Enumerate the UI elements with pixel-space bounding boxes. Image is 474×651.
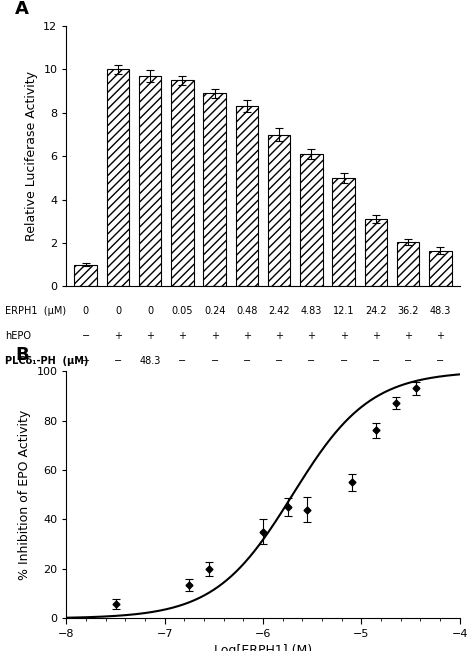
- Text: +: +: [211, 331, 219, 341]
- Text: 36.2: 36.2: [397, 306, 419, 316]
- Y-axis label: % Inhibition of EPO Activity: % Inhibition of EPO Activity: [18, 409, 31, 580]
- Bar: [429, 251, 452, 286]
- Text: 2.42: 2.42: [268, 306, 290, 316]
- Text: +: +: [114, 331, 122, 341]
- Text: +: +: [308, 331, 315, 341]
- Text: PLCδ₁-PH  (μM): PLCδ₁-PH (μM): [5, 355, 88, 366]
- Text: hEPO: hEPO: [5, 331, 31, 341]
- Text: −: −: [243, 355, 251, 366]
- Text: A: A: [15, 0, 29, 18]
- Bar: [300, 154, 323, 286]
- Text: 0.05: 0.05: [172, 306, 193, 316]
- Text: 0.24: 0.24: [204, 306, 226, 316]
- Text: −: −: [340, 355, 348, 366]
- Bar: [397, 242, 419, 286]
- Text: −: −: [114, 355, 122, 366]
- Text: −: −: [178, 355, 186, 366]
- Text: −: −: [404, 355, 412, 366]
- Text: +: +: [437, 331, 445, 341]
- Text: +: +: [275, 331, 283, 341]
- Text: 12.1: 12.1: [333, 306, 355, 316]
- Bar: [332, 178, 355, 286]
- Text: 0: 0: [115, 306, 121, 316]
- Text: B: B: [15, 346, 29, 364]
- X-axis label: Log[ERPH1] (M): Log[ERPH1] (M): [214, 644, 312, 651]
- Text: −: −: [275, 355, 283, 366]
- Y-axis label: Relative Luciferase Activity: Relative Luciferase Activity: [25, 71, 37, 242]
- Text: −: −: [82, 355, 90, 366]
- Text: −: −: [210, 355, 219, 366]
- Text: ERPH1  (μM): ERPH1 (μM): [5, 306, 66, 316]
- Text: 0: 0: [147, 306, 153, 316]
- Text: +: +: [340, 331, 348, 341]
- Text: 24.2: 24.2: [365, 306, 387, 316]
- Text: 4.83: 4.83: [301, 306, 322, 316]
- Text: −: −: [372, 355, 380, 366]
- Bar: [74, 265, 97, 286]
- Text: 48.3: 48.3: [430, 306, 451, 316]
- Bar: [107, 70, 129, 286]
- Bar: [365, 219, 387, 286]
- Text: +: +: [243, 331, 251, 341]
- Text: 0: 0: [82, 306, 89, 316]
- Text: −: −: [437, 355, 445, 366]
- Text: +: +: [146, 331, 154, 341]
- Text: +: +: [178, 331, 186, 341]
- Bar: [268, 135, 291, 286]
- Bar: [236, 106, 258, 286]
- Text: +: +: [372, 331, 380, 341]
- Bar: [171, 80, 194, 286]
- Text: +: +: [404, 331, 412, 341]
- Text: −: −: [307, 355, 316, 366]
- Text: 48.3: 48.3: [139, 355, 161, 366]
- Bar: [203, 93, 226, 286]
- Text: 0.48: 0.48: [236, 306, 258, 316]
- Text: −: −: [82, 331, 90, 341]
- Bar: [139, 76, 162, 286]
